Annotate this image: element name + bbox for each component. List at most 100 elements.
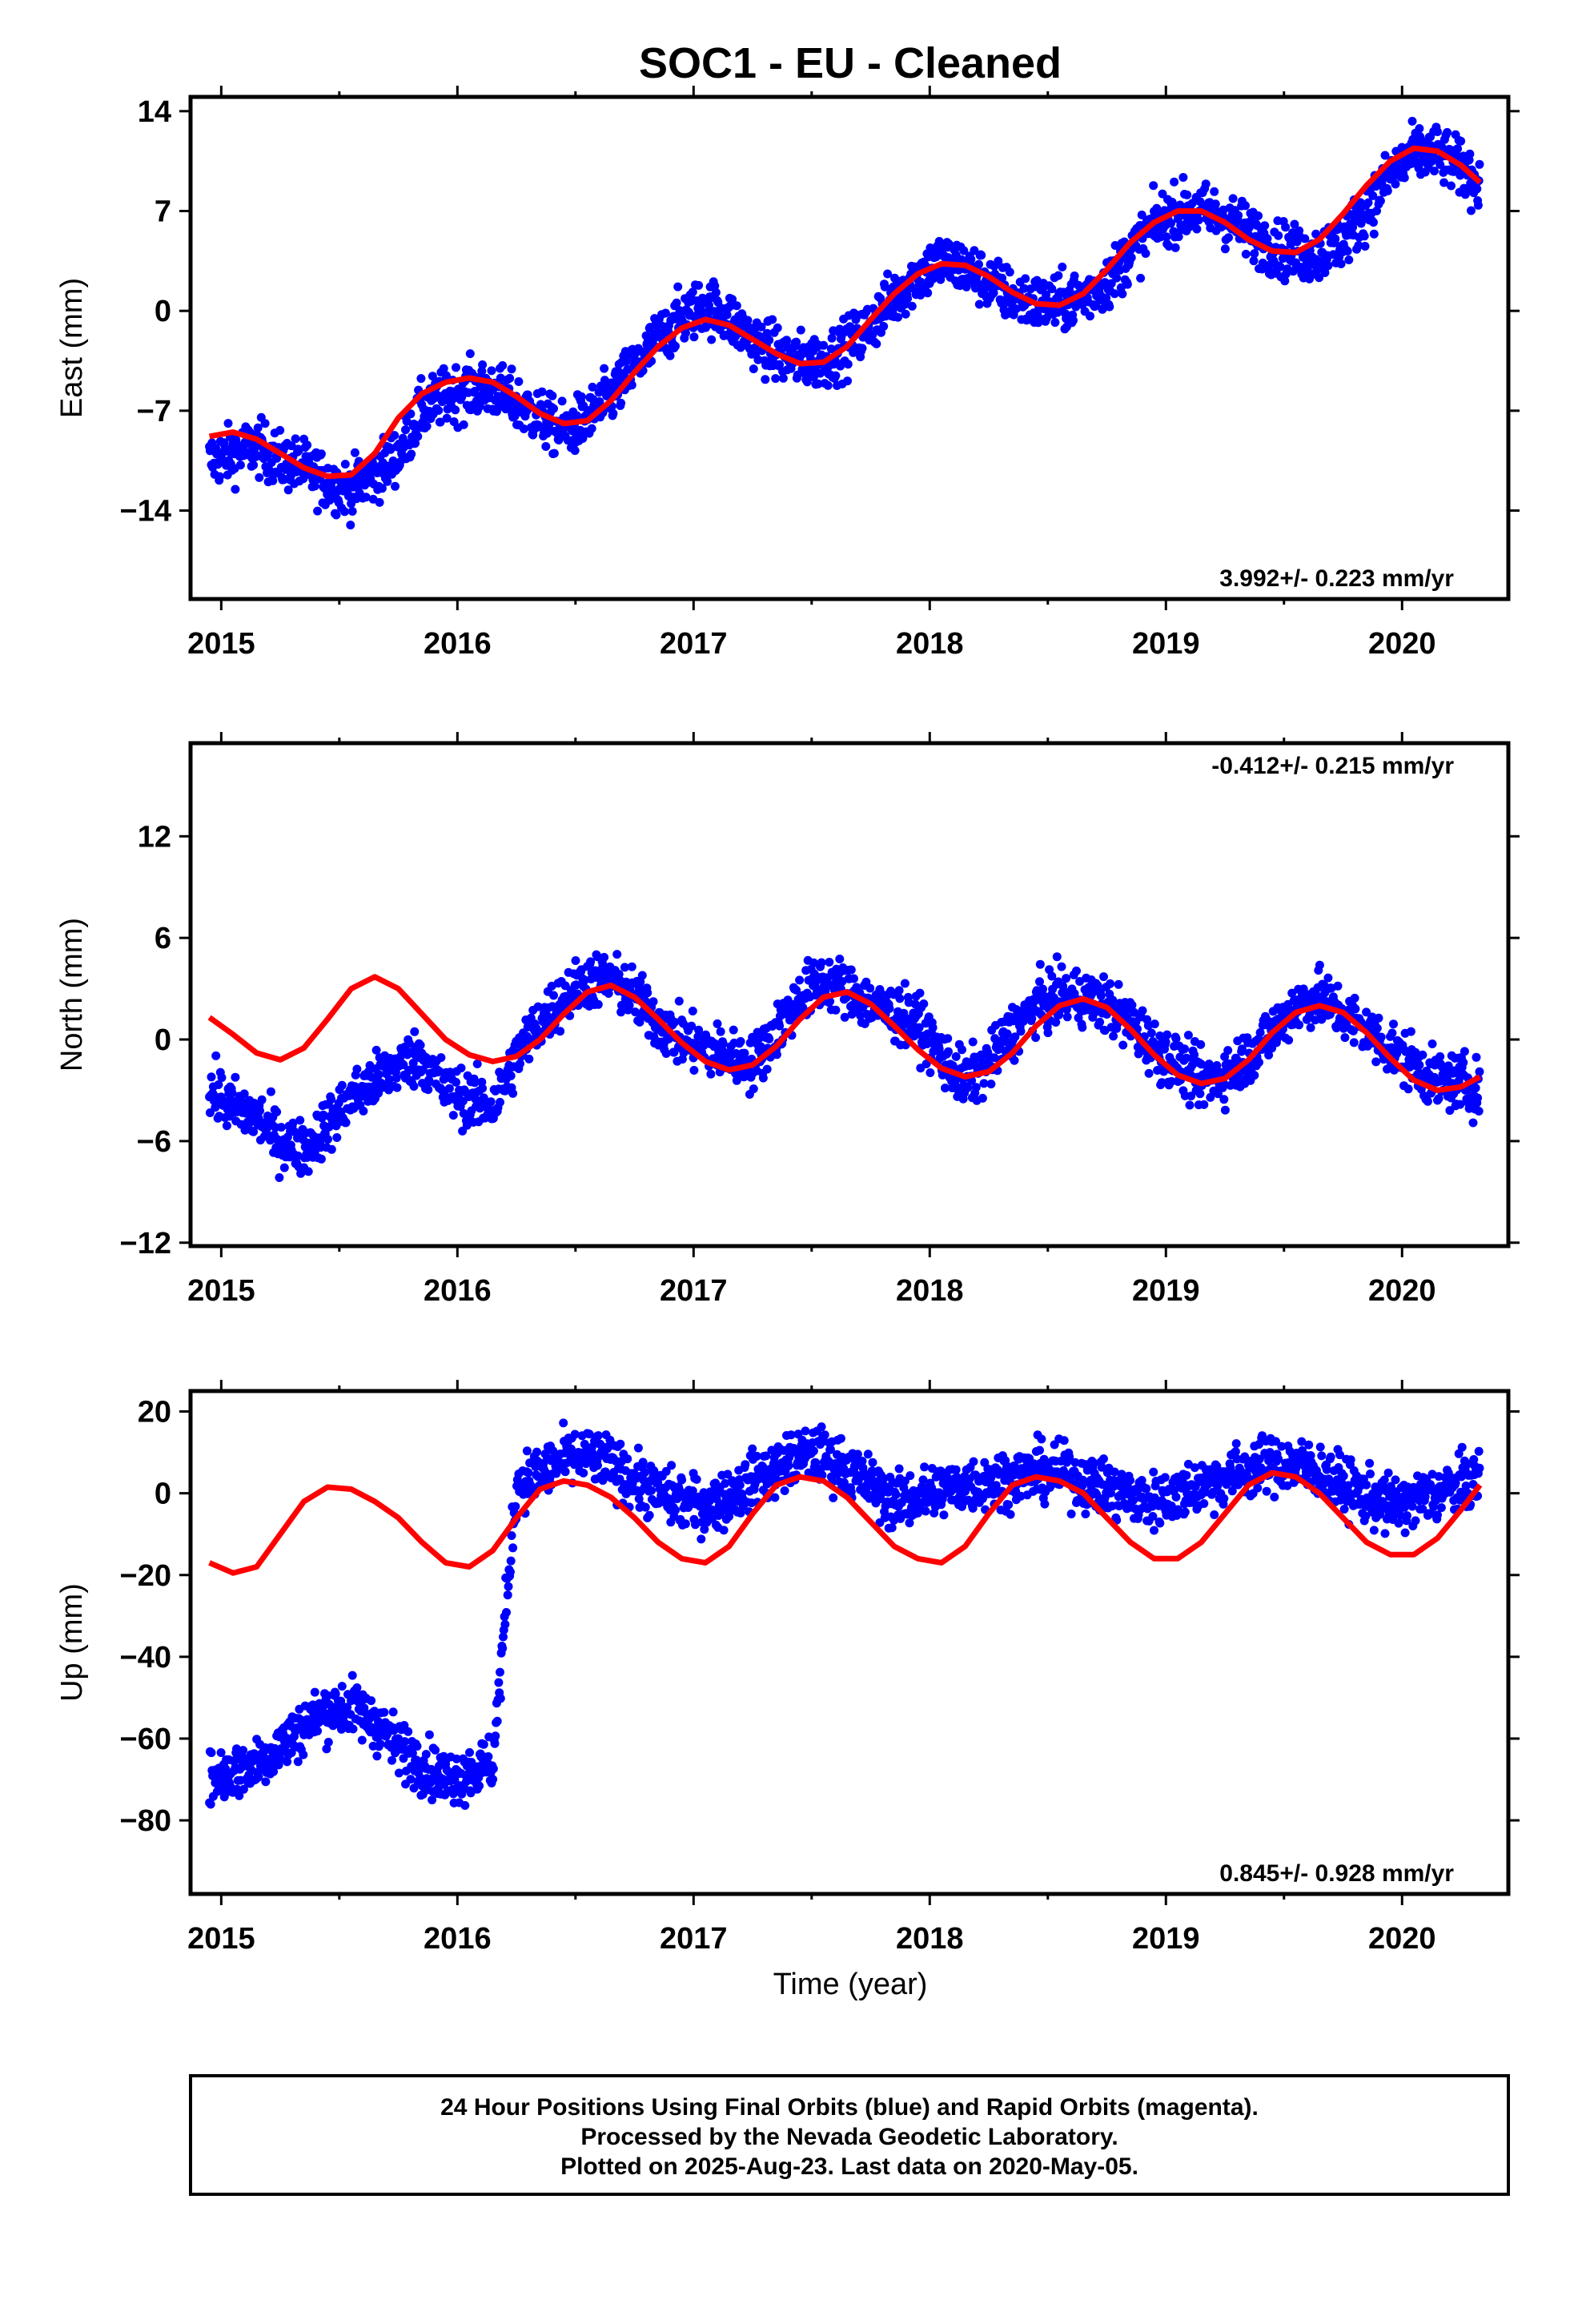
north-point	[1434, 1094, 1443, 1104]
east-point	[750, 343, 760, 352]
up-point	[352, 1683, 362, 1692]
north-point	[900, 979, 909, 988]
east-point	[689, 332, 699, 342]
east-point	[316, 449, 326, 459]
east-point	[1050, 318, 1060, 328]
east-point	[694, 280, 704, 290]
up-point	[761, 1451, 771, 1461]
north-point	[275, 1173, 284, 1182]
north-point	[1052, 952, 1062, 962]
east-x-tick-label: 2019	[1132, 627, 1200, 661]
north-model-fit-line	[207, 974, 1482, 1093]
east-point	[796, 325, 805, 335]
up-y-tick-label: 20	[138, 1396, 171, 1429]
north-point	[951, 1051, 961, 1061]
up-point	[488, 1764, 498, 1774]
up-point	[491, 1731, 500, 1741]
up-point	[506, 1556, 516, 1566]
east-point	[416, 374, 426, 384]
north-point	[1099, 972, 1108, 982]
up-point	[623, 1454, 632, 1464]
up-point	[428, 1795, 437, 1805]
north-point	[1051, 1018, 1061, 1027]
up-point	[681, 1519, 690, 1529]
north-point	[1212, 1061, 1222, 1070]
up-point	[490, 1739, 500, 1748]
north-point	[408, 1059, 418, 1068]
up-point	[647, 1486, 656, 1495]
north-point	[276, 1123, 286, 1132]
east-y-axis-label: East (mm)	[55, 278, 89, 418]
north-point	[630, 1007, 640, 1017]
up-y-tick-label: −20	[120, 1559, 171, 1593]
east-point	[1472, 184, 1482, 194]
chart-title: SOC1 - EU - Cleaned	[639, 39, 1062, 87]
up-x-tick-label: 2020	[1368, 1922, 1436, 1956]
north-point	[1162, 1030, 1172, 1039]
east-point	[778, 373, 788, 383]
north-point	[718, 1039, 728, 1048]
up-point	[409, 1783, 419, 1793]
north-x-tick-label: 2015	[187, 1274, 255, 1308]
east-point	[1047, 284, 1057, 294]
north-point	[1118, 1040, 1128, 1050]
up-point	[322, 1744, 331, 1754]
up-point	[688, 1486, 697, 1496]
east-point	[340, 507, 349, 517]
north-rate-label: -0.412+/- 0.215 mm/yr	[1211, 753, 1454, 779]
up-point	[287, 1748, 296, 1758]
up-point	[644, 1510, 654, 1520]
up-point	[323, 1691, 332, 1700]
up-point	[207, 1748, 216, 1758]
north-point	[716, 1027, 725, 1036]
up-point	[748, 1444, 757, 1454]
east-point	[826, 344, 836, 354]
east-point	[989, 288, 998, 298]
up-point	[492, 1716, 502, 1726]
north-point	[571, 956, 580, 965]
east-point	[903, 294, 913, 304]
east-point	[465, 349, 475, 359]
east-point	[505, 373, 515, 383]
east-point	[1042, 290, 1051, 300]
up-point	[758, 1462, 768, 1471]
east-point	[1372, 206, 1381, 215]
up-point	[269, 1767, 279, 1776]
east-point	[578, 434, 588, 443]
up-point	[479, 1739, 488, 1749]
north-point	[674, 996, 684, 1006]
east-point	[1375, 196, 1385, 206]
east-point	[347, 507, 357, 516]
north-point	[549, 991, 558, 1000]
north-point	[1031, 1033, 1041, 1043]
east-point	[1274, 231, 1283, 240]
up-point	[677, 1475, 687, 1485]
north-point	[1157, 1078, 1166, 1088]
north-point	[506, 1071, 516, 1080]
north-point	[1435, 1051, 1445, 1061]
east-y-tick-label: −14	[120, 495, 171, 529]
north-y-tick-label: 12	[138, 820, 171, 854]
up-point	[496, 1667, 504, 1677]
north-point	[1166, 1076, 1176, 1086]
east-point	[857, 344, 867, 353]
east-point	[1126, 253, 1136, 263]
north-y-tick-label: −6	[137, 1125, 171, 1159]
north-point	[1367, 1012, 1377, 1022]
east-point	[413, 432, 423, 441]
north-point	[391, 1073, 401, 1083]
up-point	[387, 1755, 396, 1765]
north-y-tick-label: 0	[155, 1023, 171, 1057]
east-point	[998, 273, 1007, 283]
east-point	[541, 442, 551, 451]
east-point	[1086, 312, 1094, 321]
east-point	[1249, 256, 1259, 266]
up-point	[467, 1758, 476, 1767]
north-point	[943, 1034, 953, 1043]
north-point	[1197, 1059, 1206, 1069]
north-point	[775, 1021, 785, 1031]
east-point	[1141, 249, 1150, 258]
east-point	[1369, 218, 1378, 227]
north-point	[978, 1093, 987, 1103]
